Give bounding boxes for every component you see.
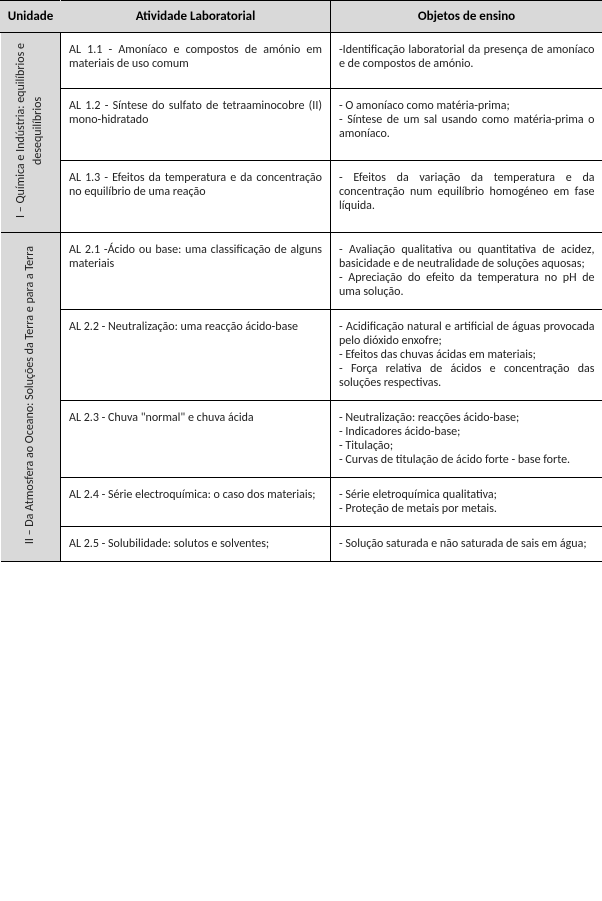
table-row: AL 1.3 - Efeitos da temperatura e da con…	[1, 160, 602, 232]
objective-cell: -Identificação laboratorial da presença …	[331, 33, 602, 89]
unit-cell-1: I – Química e Indústria: equilíbrios ede…	[1, 33, 61, 233]
objective-cell: - Avaliação qualitativa ou quantitativa …	[331, 232, 602, 309]
activity-cell: AL 2.2 - Neutralização: uma reacção ácid…	[61, 309, 331, 400]
unit-label-2: II – Da Atmosfera ao Oceano: Soluções da…	[22, 246, 39, 544]
objective-cell: - Efeitos da variação da temperatura e d…	[331, 160, 602, 232]
lab-activities-table: Unidade Atividade Laboratorial Objetos d…	[0, 0, 602, 562]
activity-cell: AL 1.2 - Síntese do sulfato de tetraamin…	[61, 88, 331, 160]
header-atividade: Atividade Laboratorial	[61, 1, 331, 33]
objective-cell: - Acidificação natural e artificial de á…	[331, 309, 602, 400]
activity-cell: AL 2.4 - Série electroquímica: o caso do…	[61, 477, 331, 526]
activity-cell: AL 2.1 -Ácido ou base: uma classificação…	[61, 232, 331, 309]
table-row: AL 2.3 - Chuva "normal" e chuva ácida - …	[1, 400, 602, 477]
table-row: AL 2.4 - Série electroquímica: o caso do…	[1, 477, 602, 526]
header-objetos: Objetos de ensino	[331, 1, 602, 33]
objective-cell: - O amoníaco como matéria-prima;- Síntes…	[331, 88, 602, 160]
header-unidade: Unidade	[1, 1, 61, 33]
activity-cell: AL 1.1 - Amoníaco e compostos de amónio …	[61, 33, 331, 89]
unit-cell-2: II – Da Atmosfera ao Oceano: Soluções da…	[1, 232, 61, 561]
table-row: II – Da Atmosfera ao Oceano: Soluções da…	[1, 232, 602, 309]
table-row: I – Química e Indústria: equilíbrios ede…	[1, 33, 602, 89]
objective-cell: - Solução saturada e não saturada de sai…	[331, 526, 602, 561]
activity-cell: AL 2.5 - Solubilidade: solutos e solvent…	[61, 526, 331, 561]
table-header-row: Unidade Atividade Laboratorial Objetos d…	[1, 1, 602, 33]
table-row: AL 1.2 - Síntese do sulfato de tetraamin…	[1, 88, 602, 160]
unit-label-1: I – Química e Indústria: equilíbrios ede…	[13, 43, 47, 218]
activity-cell: AL 1.3 - Efeitos da temperatura e da con…	[61, 160, 331, 232]
objective-cell: - Neutralização: reacções ácido-base;- I…	[331, 400, 602, 477]
table-row: AL 2.5 - Solubilidade: solutos e solvent…	[1, 526, 602, 561]
activity-cell: AL 2.3 - Chuva "normal" e chuva ácida	[61, 400, 331, 477]
objective-cell: - Série eletroquímica qualitativa;- Prot…	[331, 477, 602, 526]
table-row: AL 2.2 - Neutralização: uma reacção ácid…	[1, 309, 602, 400]
